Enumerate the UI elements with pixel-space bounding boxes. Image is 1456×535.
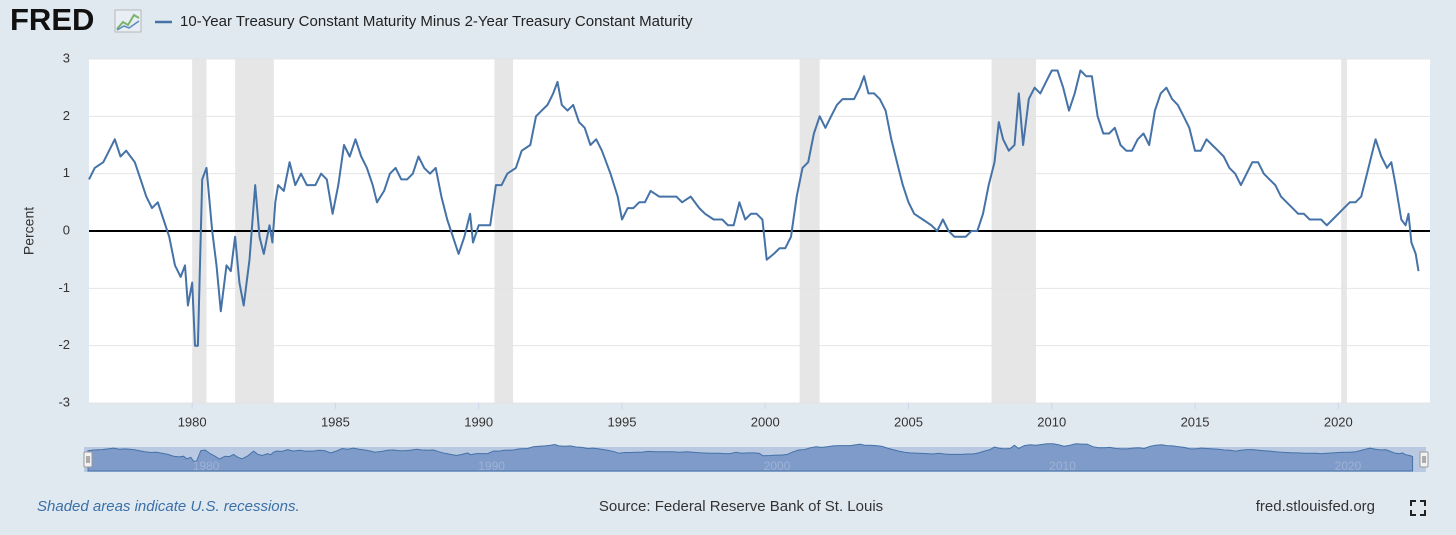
y-tick-label: 0 [63,222,70,237]
x-tick-label: 2020 [1324,414,1353,429]
y-tick-label: -3 [58,394,70,409]
x-tick-label: 1990 [464,414,493,429]
logo: FRED [10,2,94,37]
x-tick-label: 1995 [608,414,637,429]
x-tick-label: 1980 [178,414,207,429]
y-axis-label: Percent [21,207,37,255]
series-line [88,69,1420,347]
source: Source: Federal Reserve Bank of St. Loui… [599,498,883,515]
navigator-label: 2010 [1049,459,1076,473]
plot-layer [88,58,1430,409]
logo-icon [114,9,142,33]
x-tick-label: 2010 [1037,414,1066,429]
navigator-series [87,443,1414,472]
y-tick-label: 2 [63,108,70,123]
y-tick-label: 1 [63,165,70,180]
x-tick-label: 2015 [1181,414,1210,429]
y-tick-label: -1 [58,280,70,295]
x-tick-label: 1985 [321,414,350,429]
legend-label: 10-Year Treasury Constant Maturity Minus… [180,13,693,30]
site-link[interactable]: fred.stlouisfed.org [1256,498,1375,515]
navigator-label: 1990 [478,459,505,473]
navigator-label: 1980 [193,459,220,473]
navigator-handle [83,451,93,468]
x-tick-label: 2000 [751,414,780,429]
fullscreen-button[interactable] [1410,500,1426,516]
x-tick-label: 2005 [894,414,923,429]
recession-note: Shaded areas indicate U.S. recessions. [37,498,300,515]
y-tick-label: 3 [63,50,70,65]
navigator-label: 2020 [1335,459,1362,473]
y-tick-label: -2 [58,337,70,352]
navigator-handle [1419,451,1429,468]
navigator-label: 2000 [764,459,791,473]
